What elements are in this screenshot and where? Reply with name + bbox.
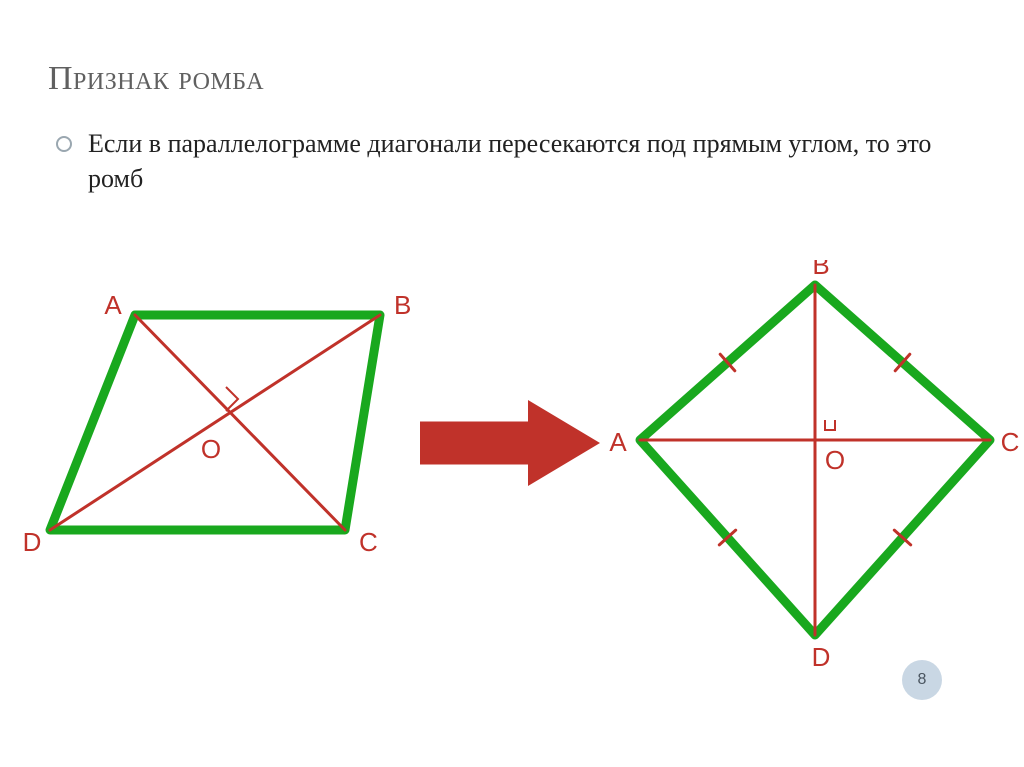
bullet-marker-icon: [56, 136, 72, 152]
vertex-label: B: [394, 290, 411, 320]
vertex-label: B: [812, 260, 829, 280]
vertex-label: C: [1001, 427, 1020, 457]
vertex-label: A: [104, 290, 122, 320]
vertex-label: O: [825, 445, 845, 475]
page-number: 8: [918, 671, 927, 689]
vertex-label: D: [812, 642, 831, 672]
arrow-icon: [420, 400, 600, 486]
vertex-label: O: [201, 434, 221, 464]
diagram-svg: A B C D O B A C D O: [0, 260, 1024, 700]
bullet-row: Если в параллелограмме диагонали пересек…: [56, 126, 976, 196]
figure-area: A B C D O B A C D O: [0, 260, 1024, 700]
page-number-badge: 8: [902, 660, 942, 700]
bullet-text: Если в параллелограмме диагонали пересек…: [88, 126, 976, 196]
slide-title: Признак ромба: [48, 60, 976, 98]
vertex-label: C: [359, 527, 378, 557]
vertex-label: A: [609, 427, 627, 457]
right-angle-mark: [825, 420, 835, 430]
vertex-label: D: [23, 527, 42, 557]
